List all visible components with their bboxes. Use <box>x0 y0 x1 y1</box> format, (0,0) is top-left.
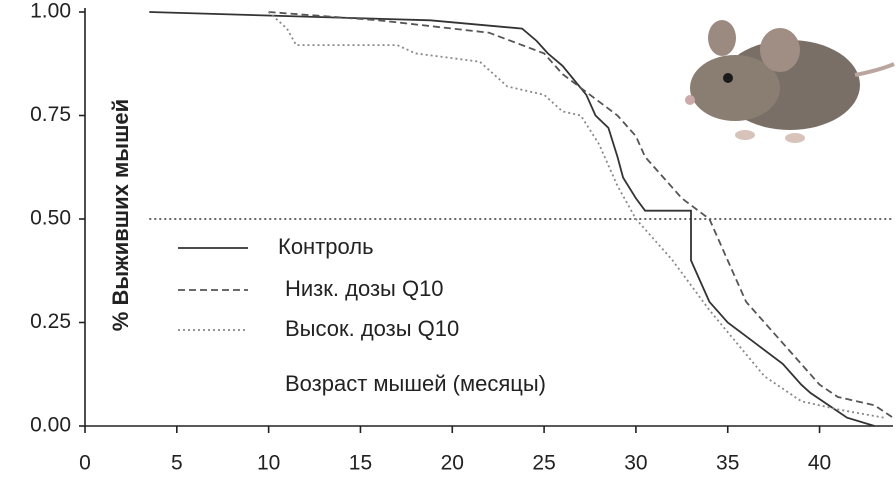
x-axis-label: Возраст мышей (месяцы) <box>285 371 546 396</box>
x-tick-label: 25 <box>532 452 555 475</box>
mouse-image <box>685 20 895 143</box>
x-tick-label: 35 <box>716 452 739 475</box>
legend-label: Контроль <box>278 234 374 259</box>
survival-line <box>267 11 884 419</box>
y-tick-label: 0.25 <box>30 310 71 333</box>
x-tick-label: 5 <box>171 452 183 475</box>
legend-label: Низк. дозы Q10 <box>285 276 444 301</box>
y-axis-label: % Выживших мышей <box>108 99 133 331</box>
x-tick-label: 20 <box>441 452 464 475</box>
survival-line <box>268 11 894 419</box>
survival-line <box>149 11 875 427</box>
y-tick-label: 1.00 <box>30 0 71 23</box>
x-tick-label: 30 <box>624 452 647 475</box>
legend-label: Высок. дозы Q10 <box>285 316 459 341</box>
x-tick-label: 10 <box>257 452 280 475</box>
x-tick-label: 15 <box>349 452 372 475</box>
y-tick-label: 0.50 <box>30 207 71 230</box>
x-tick-label: 0 <box>79 452 91 475</box>
y-tick-label: 0.75 <box>30 103 71 126</box>
y-tick-label: 0.00 <box>30 414 71 437</box>
x-tick-label: 40 <box>808 452 831 475</box>
